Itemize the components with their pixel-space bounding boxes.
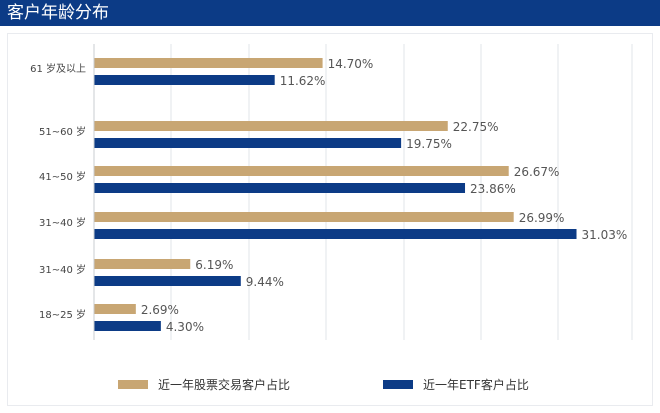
header-bar: 客户年龄分布 — [0, 0, 660, 26]
bar-stock — [94, 304, 136, 314]
data-label: 6.19% — [195, 258, 233, 272]
data-label: 22.75% — [453, 120, 499, 134]
category-label: 18~25 岁 — [39, 308, 86, 321]
data-label: 26.67% — [514, 165, 560, 179]
legend-swatch-etf — [383, 380, 413, 389]
legend-label-stock: 近一年股票交易客户占比 — [158, 377, 290, 392]
category-label: 31~40 岁 — [39, 263, 86, 276]
bar-etf — [94, 229, 577, 239]
data-label: 4.30% — [166, 320, 204, 334]
bars: 14.70%11.62% 22.75%19.75% 26.67% 23.86% 26.9… — [94, 57, 627, 334]
data-label: 31.03% — [582, 228, 628, 242]
bar-stock — [94, 259, 191, 269]
category-label: 51~60 岁 — [39, 125, 86, 138]
category-label: 41~50 岁 — [39, 170, 86, 183]
bar-stock — [94, 58, 323, 68]
data-label: 19.75% — [406, 137, 452, 151]
category-labels: 61 岁及以上 51~60 岁 41~50 岁 31~40 岁 31~40 岁 18~25… — [30, 62, 86, 321]
bar-stock — [94, 212, 514, 222]
bar-etf — [94, 276, 241, 286]
page-title: 客户年龄分布 — [7, 3, 109, 23]
bar-stock — [94, 121, 448, 131]
bar-etf — [94, 183, 466, 193]
bar-etf — [94, 138, 402, 148]
data-label: 23.86% — [470, 182, 516, 196]
category-label: 61 岁及以上 — [30, 62, 86, 75]
category-label: 31~40 岁 — [39, 216, 86, 229]
data-label: 26.99% — [519, 211, 565, 225]
data-label: 9.44% — [246, 275, 284, 289]
bar-etf — [94, 321, 161, 331]
bar-stock — [94, 166, 509, 176]
bar-etf — [94, 75, 275, 85]
legend-label-etf: 近一年ETF客户占比 — [423, 377, 529, 392]
legend: 近一年股票交易客户占比 近一年ETF客户占比 — [118, 377, 529, 392]
data-label: 14.70% — [328, 57, 374, 71]
data-label: 11.62% — [280, 74, 326, 88]
legend-swatch-stock — [118, 380, 148, 389]
data-label: 2.69% — [141, 303, 179, 317]
